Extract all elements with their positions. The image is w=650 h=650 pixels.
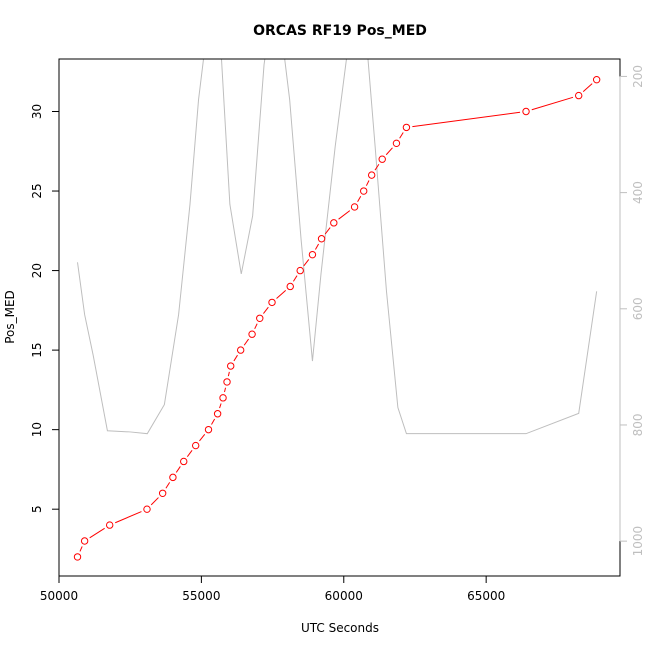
x-tick-label: 65000 <box>467 589 505 603</box>
series-line-segment <box>338 210 351 220</box>
data-point <box>350 203 359 211</box>
y2-tick-label: 200 <box>631 65 645 88</box>
data-point <box>180 457 188 466</box>
data-point <box>330 219 338 227</box>
data-point <box>248 330 256 338</box>
chart-title: ORCAS RF19 Pos_MED <box>253 23 427 39</box>
series-line-segment <box>150 497 159 506</box>
data-point <box>378 155 386 163</box>
y-tick-label: 20 <box>30 263 44 278</box>
series-line-segment <box>227 371 230 377</box>
series-line-segment <box>276 290 287 299</box>
series-line-segment <box>399 132 404 139</box>
series-line-segment <box>115 511 142 524</box>
data-point <box>219 394 227 402</box>
series-line-segment <box>233 354 238 362</box>
data-point <box>236 346 245 354</box>
series-line-segment <box>89 527 105 539</box>
series-line-segment <box>219 403 222 409</box>
data-point <box>268 298 276 307</box>
axes-layer: 50000 55000 60000 65000 5 10 15 20 25 30 200 400 600… <box>30 65 645 603</box>
data-point <box>223 378 231 386</box>
series-line-segment <box>211 418 216 425</box>
data-point <box>191 441 200 450</box>
series-line-segment <box>199 434 206 442</box>
series-line-segment <box>374 163 380 171</box>
series-line-segment <box>263 306 269 314</box>
y2-tick-label: 1000 <box>631 526 645 557</box>
series-line-segment <box>314 243 320 250</box>
data-point <box>105 521 114 529</box>
data-point <box>296 266 304 275</box>
series-line-segment <box>582 83 593 92</box>
series-line-segment <box>292 275 298 282</box>
data-point <box>402 123 411 132</box>
y2-tick-label: 600 <box>631 297 645 320</box>
y2-tick-label: 400 <box>631 181 645 204</box>
series-line-right-axis <box>77 59 598 435</box>
x-tick-label: 55000 <box>182 589 220 603</box>
series-line-segment <box>254 323 258 330</box>
series-line-segment <box>186 450 193 457</box>
y2-tick-label: 800 <box>631 414 645 437</box>
x-tick-label: 60000 <box>325 589 363 603</box>
series-line-segment <box>303 259 310 267</box>
data-point <box>143 505 151 513</box>
data-point <box>158 489 167 497</box>
series-line-segment <box>357 195 362 202</box>
data-point <box>204 425 213 434</box>
series-line-segment <box>385 147 393 156</box>
series-layer <box>73 59 601 561</box>
data-point <box>308 250 317 259</box>
data-point <box>73 553 82 561</box>
y-tick-label: 25 <box>30 183 44 198</box>
data-point <box>213 410 222 418</box>
data-point <box>286 282 294 291</box>
plot-frame <box>58 58 621 577</box>
data-point <box>592 75 601 84</box>
y-tick-label: 15 <box>30 342 44 357</box>
data-point <box>256 314 264 322</box>
series-line-segment <box>365 180 370 186</box>
y-tick-label: 30 <box>30 104 44 119</box>
data-point <box>169 473 177 482</box>
series-line-segment <box>79 546 83 552</box>
series-line-segment <box>243 338 249 346</box>
y-axis-label: Pos_MED <box>3 290 17 344</box>
data-point <box>367 171 376 179</box>
y-tick-label: 5 <box>30 505 44 513</box>
data-point <box>575 91 583 100</box>
data-point <box>522 107 530 116</box>
data-point <box>317 235 326 243</box>
series-line-segment <box>165 482 171 489</box>
series-line-segment <box>224 387 227 393</box>
x-tick-label: 50000 <box>40 589 78 603</box>
data-point <box>392 139 401 148</box>
series-line-segment <box>412 111 521 128</box>
series-line-segment <box>531 96 574 111</box>
data-point <box>80 537 89 545</box>
series-line-segment <box>324 227 331 235</box>
series-line-segment <box>175 466 181 473</box>
y-tick-label: 10 <box>30 422 44 437</box>
x-axis-label: UTC Seconds <box>301 621 379 635</box>
data-point <box>227 362 235 370</box>
data-point <box>360 187 368 195</box>
